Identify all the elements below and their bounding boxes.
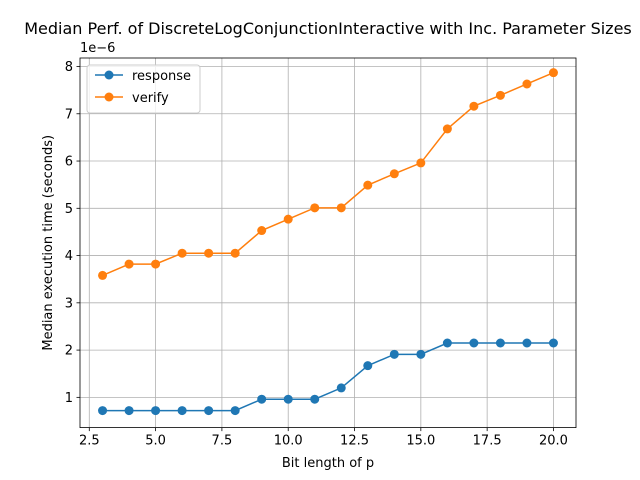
data-point-response — [177, 406, 187, 416]
x-tick-label: 7.5 — [212, 434, 233, 449]
data-point-verify — [124, 259, 134, 269]
y-axis-label: Median execution time (seconds) — [41, 135, 56, 351]
legend: response verify — [86, 64, 201, 114]
data-point-verify — [416, 158, 426, 168]
axis-ticks: 2.5 5.0 7.5 10.0 12.5 15.0 17.5 20.0 1 2 3 4 5 6 7 8 — [65, 60, 568, 449]
data-point-response — [469, 338, 479, 348]
legend-label-verify: verify — [132, 91, 169, 106]
x-tick-label: 20.0 — [539, 434, 568, 449]
data-point-response — [151, 406, 161, 416]
data-point-response — [442, 338, 452, 348]
data-point-response — [124, 406, 134, 416]
x-tick-label: 12.5 — [340, 434, 369, 449]
data-point-response — [98, 406, 108, 416]
x-tick-label: 5.0 — [145, 434, 166, 449]
data-point-verify — [336, 203, 346, 213]
data-point-response — [204, 406, 214, 416]
data-point-response — [230, 406, 240, 416]
legend-box — [86, 64, 201, 114]
data-point-response — [257, 394, 267, 404]
y-axis-offset-label: 1e−6 — [80, 41, 115, 56]
data-point-verify — [310, 203, 320, 213]
legend-marker-response — [104, 70, 114, 80]
data-point-verify — [283, 214, 293, 224]
legend-label-response: response — [132, 69, 191, 84]
data-point-response — [389, 349, 399, 359]
legend-marker-verify — [104, 92, 114, 102]
data-point-verify — [495, 90, 505, 100]
x-tick-label: 17.5 — [473, 434, 502, 449]
data-point-response — [548, 338, 558, 348]
data-point-response — [363, 361, 373, 371]
data-point-verify — [389, 169, 399, 179]
y-tick-label: 1 — [65, 391, 73, 406]
chart-title: Median Perf. of DiscreteLogConjunctionIn… — [24, 19, 632, 38]
x-axis-label: Bit length of p — [282, 456, 374, 471]
data-point-verify — [469, 101, 479, 111]
data-point-response — [416, 349, 426, 359]
data-point-verify — [442, 124, 452, 134]
data-point-verify — [363, 180, 373, 190]
data-point-verify — [522, 79, 532, 89]
data-point-response — [310, 394, 320, 404]
y-tick-label: 5 — [65, 202, 73, 217]
x-tick-label: 2.5 — [79, 434, 100, 449]
y-tick-label: 8 — [65, 60, 73, 75]
grid — [80, 58, 576, 428]
series-layer — [98, 68, 558, 416]
plot-area-frame — [79, 57, 577, 429]
data-point-response — [283, 394, 293, 404]
data-point-verify — [230, 248, 240, 258]
data-point-verify — [98, 270, 108, 280]
series-line-verify — [102, 71, 554, 277]
data-point-response — [522, 338, 532, 348]
data-point-verify — [177, 248, 187, 258]
x-tick-label: 15.0 — [406, 434, 435, 449]
y-tick-label: 4 — [65, 249, 73, 264]
data-point-verify — [548, 68, 558, 78]
y-tick-label: 7 — [65, 107, 73, 122]
y-tick-label: 3 — [65, 296, 73, 311]
data-point-response — [495, 338, 505, 348]
y-tick-label: 2 — [65, 344, 73, 359]
x-tick-label: 10.0 — [274, 434, 303, 449]
data-point-verify — [257, 226, 267, 236]
y-tick-label: 6 — [65, 155, 73, 170]
data-point-verify — [204, 248, 214, 258]
data-point-response — [336, 383, 346, 393]
data-point-verify — [151, 259, 161, 269]
